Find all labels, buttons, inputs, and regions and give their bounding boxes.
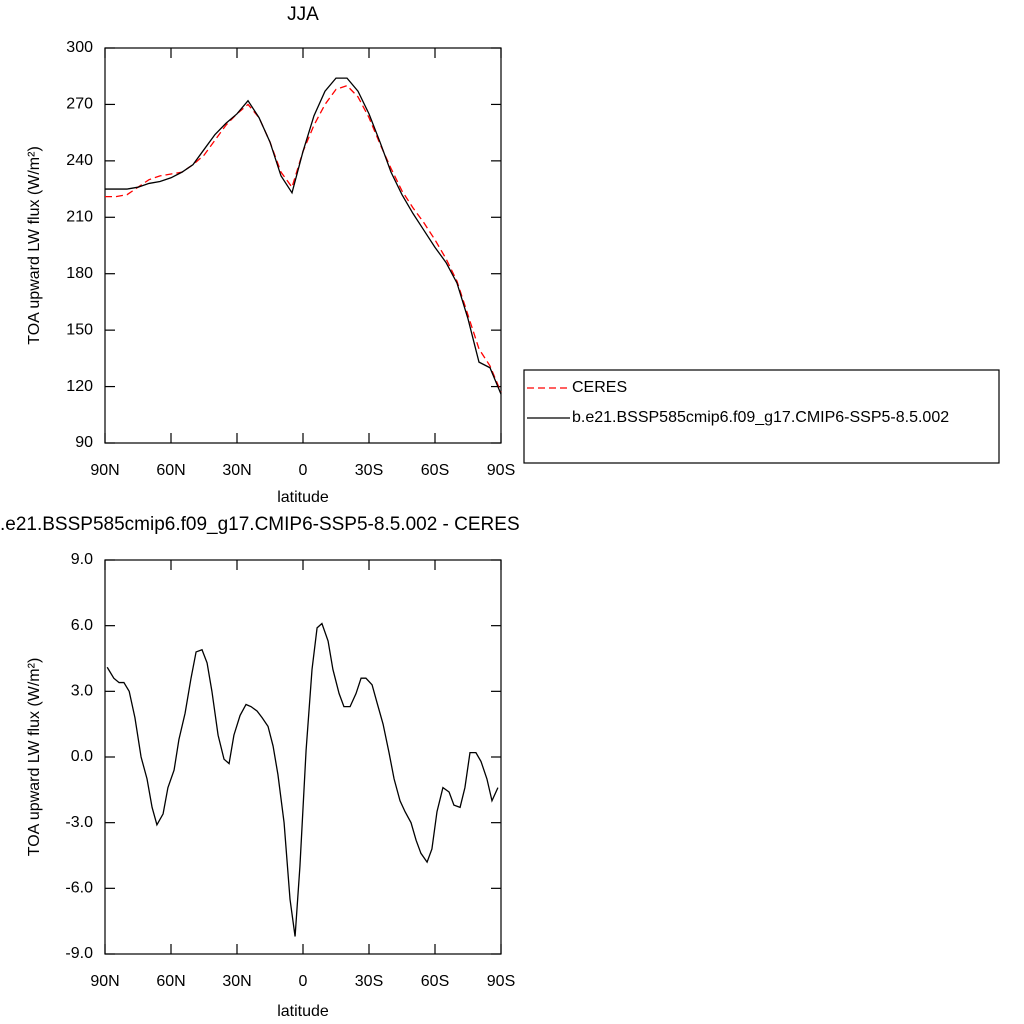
y-tick-label: 270 [66,96,93,113]
x-tick-label: 60S [421,462,449,479]
y-tick-label: 240 [66,152,93,169]
chart-title: JJA [287,4,319,25]
y-tick-label: -9.0 [65,945,93,962]
y-tick-label: -3.0 [65,814,93,831]
data-line [105,77,502,395]
plot-frame [104,559,502,955]
y-tick-label: 90 [75,434,93,451]
x-tick-label: 0 [299,973,308,990]
x-tick-label: 90N [90,462,119,479]
x-tick-label: 90N [90,973,119,990]
y-tick-label: 6.0 [71,617,93,634]
y-tick-label: -6.0 [65,880,93,897]
x-tick-label: 90S [487,462,515,479]
x-axis-label: latitude [277,1003,329,1020]
x-tick-label: 30N [222,462,251,479]
y-tick-label: 180 [66,265,93,282]
y-tick-label: 0.0 [71,748,93,765]
legend-label: CERES [572,379,627,396]
x-tick-label: 30S [355,973,383,990]
y-tick-label: 300 [66,39,93,56]
x-axis-label: latitude [277,489,329,506]
x-tick-label: 60S [421,973,449,990]
plot-frame [104,47,502,444]
y-tick-label: 3.0 [71,683,93,700]
y-tick-label: 9.0 [71,551,93,568]
y-tick-label: 210 [66,209,93,226]
x-tick-label: 60N [156,462,185,479]
x-tick-label: 30N [222,973,251,990]
x-tick-label: 90S [487,973,515,990]
x-tick-label: 60N [156,973,185,990]
x-tick-label: 0 [299,462,308,479]
x-tick-label: 30S [355,462,383,479]
y-axis-label: TOA upward LW flux (W/m²) [26,658,43,857]
data-line [106,622,499,937]
y-tick-label: 150 [66,321,93,338]
data-line [105,84,502,393]
legend-label: b.e21.BSSP585cmip6.f09_g17.CMIP6-SSP5-8.… [572,409,949,426]
chart-title: .e21.BSSP585cmip6.f09_g17.CMIP6-SSP5-8.5… [0,514,520,535]
y-tick-label: 120 [66,378,93,395]
legend-box [523,369,1000,464]
y-axis-label: TOA upward LW flux (W/m²) [26,146,43,345]
